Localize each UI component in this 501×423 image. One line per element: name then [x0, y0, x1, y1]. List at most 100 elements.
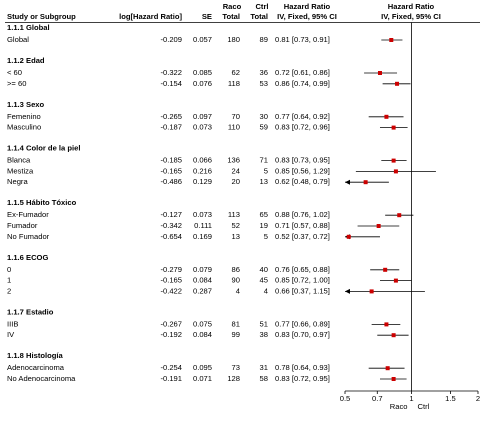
- group-title: 1.1.1 Global: [7, 23, 50, 32]
- ctrl-total: 13: [260, 177, 268, 186]
- ctrl-total: 89: [260, 35, 268, 44]
- se: 0.095: [193, 363, 212, 372]
- hr-marker: [391, 125, 396, 130]
- raco-total: 136: [227, 156, 240, 165]
- log-hr: -0.267: [160, 319, 182, 328]
- ctrl-total: 5: [264, 166, 268, 175]
- study-name: Adenocarcinoma: [7, 363, 65, 372]
- hr-marker: [376, 224, 381, 228]
- study-name: IV: [7, 330, 15, 339]
- header: Study or Subgroup: [7, 12, 76, 21]
- x-tick-label: 0.5: [340, 394, 351, 403]
- study-name: No Fumador: [7, 232, 50, 241]
- study-name: Femenino: [7, 112, 41, 121]
- raco-total: 20: [232, 177, 240, 186]
- study-name: 1: [7, 276, 11, 285]
- se: 0.287: [193, 286, 212, 295]
- header-top: Raco: [223, 2, 242, 11]
- raco-total: 128: [227, 374, 240, 383]
- raco-total: 73: [232, 363, 240, 372]
- se: 0.084: [193, 330, 212, 339]
- hr-marker: [383, 267, 388, 272]
- hr-marker: [393, 169, 398, 174]
- hr-marker: [369, 289, 374, 294]
- axis-label-left: Raco: [390, 402, 408, 411]
- hr-marker: [363, 180, 368, 185]
- x-tick-label: 2: [476, 394, 480, 403]
- se: 0.085: [193, 68, 212, 77]
- log-hr: -0.486: [160, 177, 182, 186]
- hr-ci: 0.77 [0.66, 0.89]: [275, 319, 330, 328]
- hr-marker: [385, 366, 390, 371]
- header: Total: [222, 12, 240, 21]
- ctrl-total: 19: [260, 221, 268, 230]
- header-top: Ctrl: [255, 2, 268, 11]
- log-hr: -0.165: [160, 276, 182, 285]
- hr-ci: 0.62 [0.48, 0.79]: [275, 177, 330, 186]
- header: log[Hazard Ratio]: [119, 12, 182, 21]
- se: 0.066: [193, 156, 212, 165]
- ctrl-total: 4: [264, 286, 268, 295]
- hr-marker: [384, 322, 389, 327]
- log-hr: -0.422: [160, 286, 182, 295]
- x-tick-label: 1: [409, 394, 413, 403]
- hr-ci: 0.83 [0.70, 0.97]: [275, 330, 330, 339]
- hr-ci: 0.71 [0.57, 0.88]: [275, 221, 330, 230]
- raco-total: 62: [232, 68, 240, 77]
- hr-marker: [391, 333, 396, 338]
- study-name: IIIB: [7, 319, 18, 328]
- se: 0.073: [193, 123, 212, 132]
- log-hr: -0.209: [160, 35, 182, 44]
- hr-ci: 0.81 [0.73, 0.91]: [275, 35, 330, 44]
- log-hr: -0.192: [160, 330, 182, 339]
- ctrl-total: 30: [260, 112, 268, 121]
- group-title: 1.1.6 ECOG: [7, 253, 48, 262]
- ctrl-total: 53: [260, 79, 268, 88]
- raco-total: 180: [227, 35, 240, 44]
- header: IV, Fixed, 95% CI: [381, 12, 441, 21]
- raco-total: 90: [232, 276, 240, 285]
- ctrl-total: 51: [260, 319, 268, 328]
- hr-ci: 0.78 [0.64, 0.93]: [275, 363, 330, 372]
- group-title: 1.1.8 Histología: [7, 351, 63, 360]
- se: 0.076: [193, 79, 212, 88]
- study-name: Fumador: [7, 221, 38, 230]
- ci-arrow: [345, 288, 350, 294]
- ctrl-total: 65: [260, 210, 268, 219]
- raco-total: 113: [228, 210, 240, 219]
- se: 0.073: [193, 210, 212, 219]
- ctrl-total: 36: [260, 68, 268, 77]
- hr-ci: 0.66 [0.37, 1.15]: [275, 286, 330, 295]
- se: 0.079: [193, 265, 212, 274]
- hr-ci: 0.85 [0.72, 1.00]: [275, 276, 330, 285]
- group-title: 1.1.5 Hábito Tóxico: [7, 198, 77, 207]
- ctrl-total: 38: [260, 330, 268, 339]
- se: 0.057: [193, 35, 212, 44]
- ctrl-total: 5: [264, 232, 268, 241]
- log-hr: -0.187: [160, 123, 182, 132]
- log-hr: -0.165: [160, 166, 182, 175]
- study-name: 0: [7, 265, 11, 274]
- group-title: 1.1.4 Color de la piel: [7, 144, 80, 153]
- log-hr: -0.154: [160, 79, 182, 88]
- ctrl-total: 58: [260, 374, 268, 383]
- study-name: Mestiza: [7, 166, 34, 175]
- study-name: < 60: [7, 68, 22, 77]
- raco-total: 110: [228, 123, 240, 132]
- raco-total: 52: [232, 221, 240, 230]
- log-hr: -0.254: [160, 363, 182, 372]
- raco-total: 99: [232, 330, 240, 339]
- header: Total: [250, 12, 268, 21]
- log-hr: -0.654: [160, 232, 182, 241]
- study-name: Global: [7, 35, 29, 44]
- raco-total: 24: [232, 166, 240, 175]
- ctrl-total: 31: [260, 363, 268, 372]
- hr-ci: 0.77 [0.64, 0.92]: [275, 112, 330, 121]
- header: SE: [202, 12, 212, 21]
- ci-arrow: [345, 179, 350, 185]
- hr-ci: 0.83 [0.72, 0.96]: [275, 123, 330, 132]
- se: 0.216: [193, 166, 212, 175]
- hr-marker: [346, 234, 351, 239]
- hr-marker: [391, 158, 396, 163]
